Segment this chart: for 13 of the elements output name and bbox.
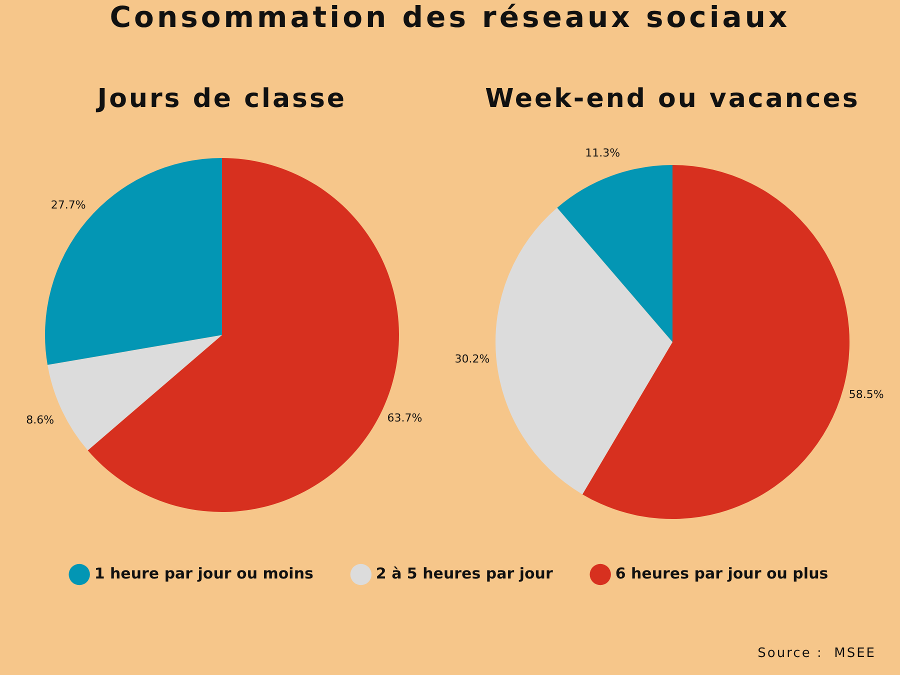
chart-title: Consommation des réseaux sociaux — [108, 0, 792, 34]
slice-label: Week-end ou vacances — [485, 84, 860, 114]
data-label: 58.5% — [848, 388, 884, 401]
legend-label: 6 heures par jour ou plus — [615, 564, 828, 582]
data-label: 27.7% — [50, 198, 86, 212]
slice-label: Jours de classe — [95, 84, 347, 114]
data-label: 30.2% — [454, 352, 490, 366]
legend-label: 2 à 5 heures par jour — [376, 564, 554, 582]
source-note: Source : MSEE — [758, 646, 876, 661]
legend-label: 1 heure par jour ou moins — [94, 564, 314, 582]
data-label: 8.6% — [26, 413, 54, 426]
data-label: 63.7% — [387, 412, 422, 425]
data-label: 11.3% — [585, 146, 620, 160]
